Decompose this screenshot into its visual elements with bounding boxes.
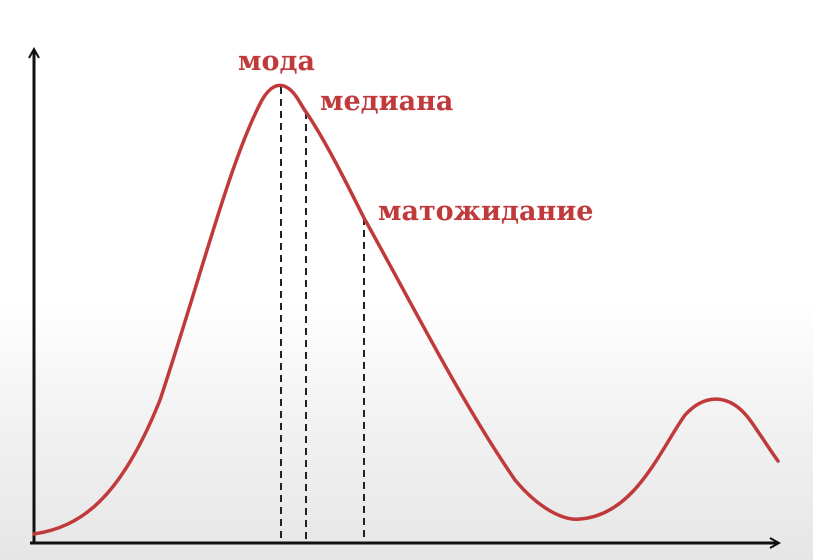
distribution-curve [32, 83, 780, 536]
mode-label: мода [238, 46, 315, 77]
mean-label: матожидание [378, 196, 593, 227]
median-label: медиана [320, 86, 453, 117]
